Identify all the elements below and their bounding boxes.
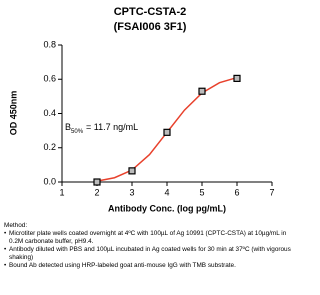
- data-point: [128, 167, 136, 175]
- annotation-rest: = 11.7 ng/mL: [86, 122, 138, 132]
- method-list: Microtiter plate wells coated overnight …: [4, 230, 296, 270]
- method-item: Antibody diluted with PBS and 100µL incu…: [4, 246, 296, 262]
- y-axis-label: OD 450nm: [8, 91, 18, 136]
- x-tick-label: 3: [129, 187, 134, 197]
- method-item: Microtiter plate wells coated overnight …: [4, 230, 296, 246]
- y-tick-label: 0.4: [43, 108, 56, 118]
- y-tick-label: 0.2: [43, 142, 56, 152]
- method-item: Bound Ab detected using HRP-labeled goat…: [4, 262, 296, 270]
- x-axis-label: Antibody Conc. (log pg/mL): [108, 203, 226, 213]
- data-point: [163, 128, 171, 136]
- annotation-subscript: 50%: [71, 129, 84, 135]
- x-tick-label: 1: [59, 187, 64, 197]
- annotation: B50% = 11.7 ng/mL: [65, 122, 138, 134]
- chart-subtitle: (FSAI006 3F1): [114, 21, 187, 33]
- x-tick-label: 6: [234, 187, 239, 197]
- page: {"chart_data": {"type": "scatter-fit", "…: [0, 0, 300, 295]
- method-title: Method:: [4, 222, 28, 229]
- data-point: [198, 87, 206, 95]
- chart-title: CPTC-CSTA-2: [114, 6, 187, 18]
- x-tick-label: 2: [94, 187, 99, 197]
- y-tick-label: 0.8: [43, 39, 56, 49]
- data-point: [93, 178, 101, 186]
- y-tick-label: 0.6: [43, 74, 56, 84]
- method: Method: Microtiter plate wells coated ov…: [4, 222, 296, 270]
- x-tick-label: 5: [199, 187, 204, 197]
- data-point: [233, 74, 241, 82]
- annotation-main: B: [65, 122, 71, 132]
- y-tick-label: 0.0: [43, 176, 56, 186]
- x-tick-label: 4: [164, 187, 169, 197]
- chart: CPTC-CSTA-2 (FSAI006 3F1) OD 450nm Antib…: [8, 6, 274, 213]
- x-tick-label: 7: [269, 187, 274, 197]
